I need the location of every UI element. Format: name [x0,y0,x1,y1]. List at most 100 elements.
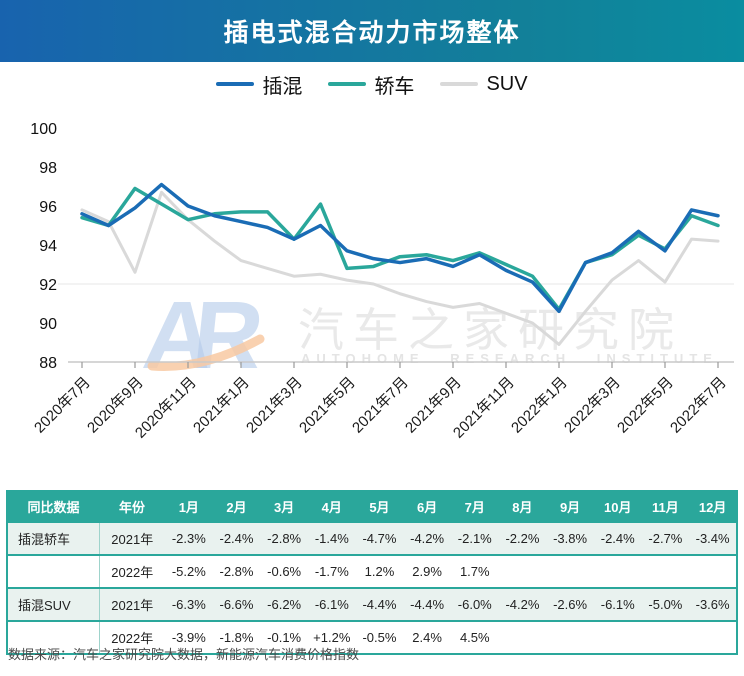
table-header-cell: 11月 [641,491,690,522]
x-axis-tick-label: 2020年7月 [31,374,94,437]
yoy-value-cell: -6.3% [165,588,213,621]
x-axis-tick-label: 2022年7月 [667,374,730,437]
yoy-value-cell: -4.2% [403,522,451,555]
table-header-cell: 2月 [212,491,261,522]
yoy-table: 同比数据 年份 1月 2月 3月 4月 5月 6月 7月 8月 9月 10月 11月 12月 插混轿车 20… [6,490,738,655]
table-header-cell: 1月 [165,491,213,522]
yoy-value-cell: -4.7% [355,522,404,555]
yoy-value-cell: +1.2% [307,621,356,654]
yoy-value-cell [593,555,642,588]
legend-label: 插混 [262,75,303,98]
yoy-value-cell: -4.2% [498,588,547,621]
table-header-cell: 6月 [403,491,451,522]
yoy-value-cell: -4.4% [355,588,404,621]
row-year: 2021年 [99,588,165,621]
yoy-value-cell [498,555,547,588]
x-axis-tick-label: 2021年3月 [243,374,306,437]
table-header-cell: 4月 [307,491,356,522]
yoy-value-cell: -6.6% [212,588,261,621]
yoy-value-cell: -3.9% [165,621,213,654]
table-header-cell: 3月 [260,491,308,522]
yoy-value-cell: -2.2% [498,522,547,555]
x-axis-tick-label: 2022年3月 [561,374,624,437]
x-axis-tick-label: 2021年1月 [190,374,253,437]
yoy-value-cell: -2.4% [593,522,642,555]
yoy-value-cell: 2.4% [403,621,451,654]
row-group-label [7,621,100,654]
yoy-value-cell: -0.5% [355,621,404,654]
yoy-value-cell: 4.5% [450,621,499,654]
yoy-value-cell: -0.1% [260,621,308,654]
yoy-value-cell: -5.2% [165,555,213,588]
yoy-value-cell: -2.4% [212,522,261,555]
table-header-cell: 同比数据 [7,491,99,522]
header-bar: 插电式混合动力市场整体 [0,0,744,62]
yoy-value-cell: -1.8% [212,621,261,654]
legend-item-SUV: SUV [440,72,528,96]
yoy-value-cell: 1.7% [450,555,499,588]
y-axis-tick-label: 100 [30,121,57,138]
yoy-value-cell [498,621,547,654]
yoy-value-cell: -0.6% [260,555,308,588]
yoy-value-cell: -6.0% [450,588,499,621]
legend-item-插混: 插混 [216,70,302,99]
y-axis-tick-label: 92 [39,277,57,294]
yoy-value-cell [641,621,690,654]
table-header-cell: 年份 [99,491,165,522]
legend: 插混 轿车 SUV [0,66,744,102]
y-axis-tick-label: 90 [39,316,57,333]
row-group-label: 插混轿车 [7,522,100,555]
yoy-value-cell: -2.3% [165,522,213,555]
table-row: 2022年 -3.9% -1.8% -0.1% +1.2% -0.5% 2.4% 4.5% [7,621,737,654]
table-row: 插混轿车 2021年 -2.3% -2.4% -2.8% -1.4% -4.7% -4.2% -… [7,522,737,555]
table-header-cell: 9月 [546,491,594,522]
y-axis-tick-label: 98 [39,160,57,177]
legend-label: 轿车 [374,75,415,98]
row-year: 2022年 [99,555,165,588]
yoy-value-cell: -3.6% [689,588,737,621]
table-body: 插混轿车 2021年 -2.3% -2.4% -2.8% -1.4% -4.7% -4.2% -… [7,522,737,654]
table-row: 2022年 -5.2% -2.8% -0.6% -1.7% 1.2% 2.9% 1.7% [7,555,737,588]
yoy-value-cell [546,555,594,588]
x-axis-tick-label: 2021年5月 [296,374,359,437]
yoy-value-cell: -1.7% [307,555,356,588]
yoy-value-cell: -2.7% [641,522,690,555]
legend-label: SUV [486,72,528,95]
table-row: 插混SUV 2021年 -6.3% -6.6% -6.2% -6.1% -4.4% -4.4%… [7,588,737,621]
table-header-cell: 8月 [498,491,547,522]
table-header-cell: 5月 [355,491,404,522]
yoy-value-cell [641,555,690,588]
yoy-value-cell [593,621,642,654]
row-year: 2022年 [99,621,165,654]
y-axis-tick-label: 94 [39,238,57,255]
legend-item-轿车: 轿车 [328,70,414,99]
x-axis-tick-label: 2022年1月 [508,374,571,437]
table-header-cell: 10月 [593,491,642,522]
yoy-value-cell: -3.4% [689,522,737,555]
yoy-value-cell: -5.0% [641,588,690,621]
yoy-value-cell: -6.1% [307,588,356,621]
row-group-label [7,555,100,588]
yoy-value-cell [689,621,737,654]
page-title: 插电式混合动力市场整体 [223,19,521,47]
legend-line-swatch [328,82,367,86]
x-axis-tick-label: 2021年7月 [349,374,412,437]
yoy-value-cell [689,555,737,588]
row-year: 2021年 [99,522,165,555]
yoy-value-cell: -3.8% [546,522,594,555]
yoy-value-cell: -4.4% [403,588,451,621]
y-axis-tick-label: 88 [39,355,57,372]
legend-line-swatch [216,82,255,86]
yoy-value-cell: -2.8% [260,522,308,555]
price-index-chart: 8890929496981002020年7月2020年9月2020年11月202… [30,121,734,442]
yoy-value-cell: -2.6% [546,588,594,621]
legend-line-swatch [440,82,479,86]
table-header-row: 同比数据 年份 1月 2月 3月 4月 5月 6月 7月 8月 9月 10月 11月 12月 [7,491,737,522]
yoy-value-cell: 1.2% [355,555,404,588]
yoy-value-cell: -6.2% [260,588,308,621]
x-axis-tick-label: 2022年5月 [614,374,677,437]
yoy-value-cell: -1.4% [307,522,356,555]
series-line-插混 [80,182,720,314]
yoy-value-cell [546,621,594,654]
